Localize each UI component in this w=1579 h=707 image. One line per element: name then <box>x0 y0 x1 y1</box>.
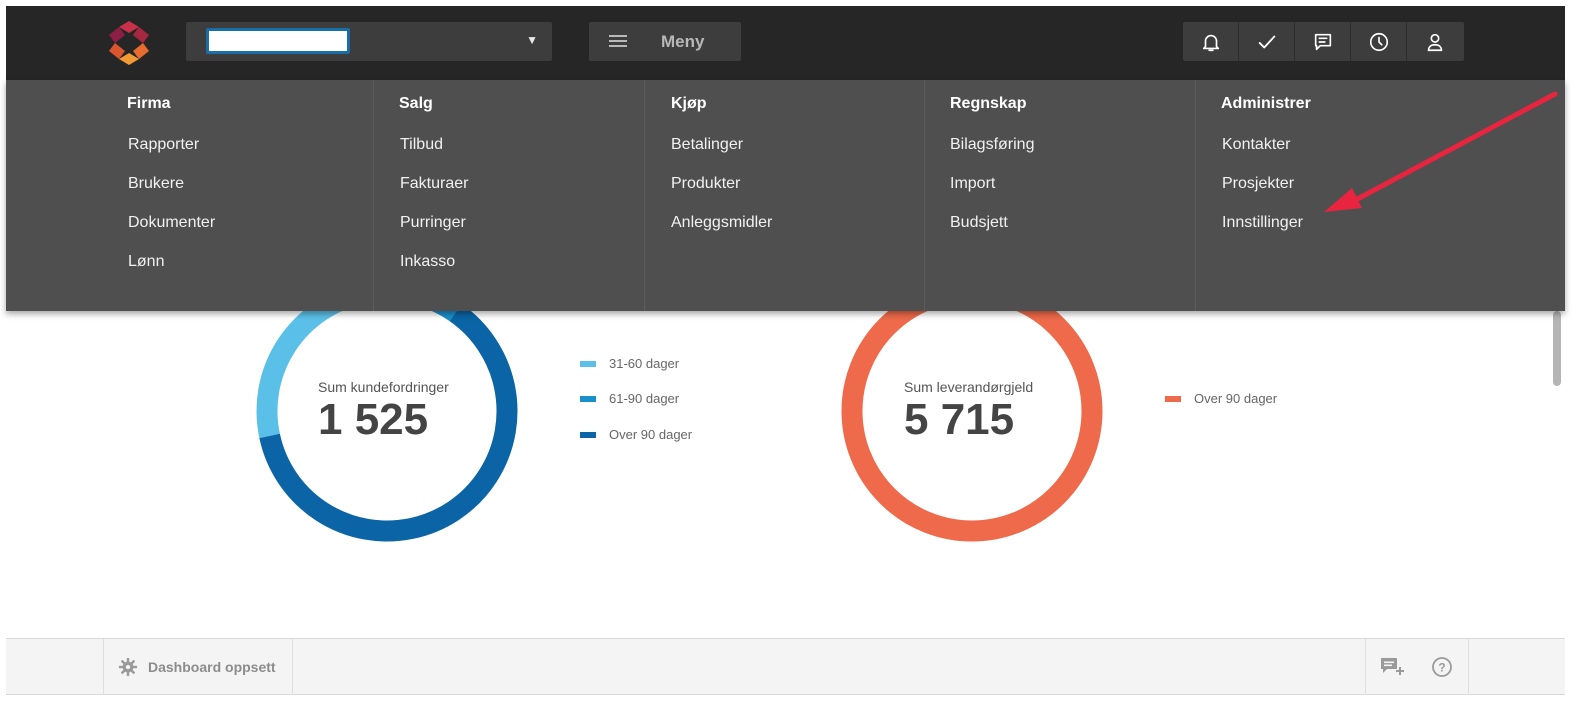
legend-swatch <box>580 360 596 367</box>
menu-item-dokumenter[interactable]: Dokumenter <box>128 214 216 231</box>
menu-column-administrer: Administrer Kontakter Prosjekter Innstil… <box>1195 80 1565 311</box>
legend-swatch <box>1165 395 1181 402</box>
receivables-legend-item: 31-60 dager <box>580 356 679 371</box>
menu-heading-firma: Firma <box>127 95 171 112</box>
top-navigation-bar: ▼ Meny <box>6 6 1565 80</box>
menu-item-tilbud[interactable]: Tilbud <box>400 136 443 153</box>
user-icon <box>1427 33 1443 51</box>
receivables-label: Sum kundefordringer <box>318 379 449 395</box>
company-selector[interactable]: ▼ <box>186 22 552 61</box>
menu-item-inkasso[interactable]: Inkasso <box>400 253 456 270</box>
menu-button-label: Meny <box>661 32 705 51</box>
menu-heading-kjop: Kjøp <box>671 95 707 112</box>
menu-heading-administrer: Administrer <box>1221 95 1311 112</box>
company-name-field[interactable] <box>206 28 350 54</box>
menu-item-innstillinger[interactable]: Innstillinger <box>1222 214 1303 231</box>
dashboard-footer: Dashboard oppsett ? <box>6 638 1565 695</box>
app-logo[interactable] <box>104 18 154 68</box>
legend-swatch <box>580 431 596 438</box>
help-button[interactable]: ? <box>1414 639 1470 695</box>
user-profile-button[interactable] <box>1407 22 1463 61</box>
menu-item-fakturaer[interactable]: Fakturaer <box>400 175 469 192</box>
notifications-button[interactable] <box>1183 22 1239 61</box>
menu-item-rapporter[interactable]: Rapporter <box>128 136 200 153</box>
footer-actions: ? <box>1365 639 1469 695</box>
donut-segment <box>256 280 518 542</box>
history-button[interactable] <box>1351 22 1407 61</box>
menu-item-prosjekter[interactable]: Prosjekter <box>1222 175 1295 192</box>
menu-item-purringer[interactable]: Purringer <box>400 214 466 231</box>
messages-button[interactable] <box>1295 22 1351 61</box>
topbar-actions <box>1183 22 1464 61</box>
receivables-legend-item: Over 90 dager <box>580 427 692 442</box>
menu-column-kjop: Kjøp Betalinger Produkter Anleggsmidler <box>644 80 924 311</box>
legend-swatch <box>580 395 596 402</box>
dashboard-setup-label: Dashboard oppsett <box>148 659 276 675</box>
checkmark-icon <box>1258 35 1275 48</box>
tasks-button[interactable] <box>1239 22 1295 61</box>
legend-label: Over 90 dager <box>1194 391 1278 406</box>
chat-icon <box>1314 33 1331 50</box>
menu-column-firma: Firma Rapporter Brukere Dokumenter Lønn <box>6 80 373 311</box>
dashboard-setup-button[interactable]: Dashboard oppsett <box>103 639 293 695</box>
menu-item-kontakter[interactable]: Kontakter <box>1222 136 1291 153</box>
menu-item-bilagsforing[interactable]: Bilagsføring <box>950 136 1035 153</box>
svg-text:?: ? <box>1438 661 1445 675</box>
main-menu-dropdown: Firma Rapporter Brukere Dokumenter Lønn … <box>6 80 1565 311</box>
menu-item-import[interactable]: Import <box>950 175 996 192</box>
menu-item-anleggsmidler[interactable]: Anleggsmidler <box>671 214 773 231</box>
menu-item-lonn[interactable]: Lønn <box>128 253 165 270</box>
menu-item-betalinger[interactable]: Betalinger <box>671 136 744 153</box>
chevron-down-icon[interactable]: ▼ <box>526 33 538 47</box>
bell-icon <box>1202 34 1219 51</box>
payables-legend-item: Over 90 dager <box>1165 391 1277 406</box>
receivables-legend-item: 61-90 dager <box>580 391 679 406</box>
gear-icon <box>118 657 138 677</box>
legend-label: 31-60 dager <box>609 356 680 371</box>
add-comment-button[interactable] <box>1364 639 1420 695</box>
menu-button[interactable]: Meny <box>589 22 741 61</box>
menu-item-brukere[interactable]: Brukere <box>128 175 185 192</box>
menu-heading-regnskap: Regnskap <box>950 95 1027 112</box>
help-icon: ? <box>1432 657 1452 677</box>
add-comment-icon <box>1381 658 1404 675</box>
page-scrollbar[interactable] <box>1553 311 1561 386</box>
legend-label: 61-90 dager <box>609 391 680 406</box>
payables-value: 5 715 <box>904 395 1015 444</box>
menu-column-salg: Salg Tilbud Fakturaer Purringer Inkasso <box>373 80 644 311</box>
menu-column-regnskap: Regnskap Bilagsføring Import Budsjett <box>924 80 1195 311</box>
menu-item-produkter[interactable]: Produkter <box>671 175 741 192</box>
menu-heading-salg: Salg <box>399 95 433 112</box>
receivables-value: 1 525 <box>318 395 429 444</box>
hamburger-icon <box>609 35 627 47</box>
payables-label: Sum leverandørgjeld <box>904 379 1034 395</box>
menu-item-budsjett[interactable]: Budsjett <box>950 214 1008 231</box>
clock-icon <box>1369 32 1388 51</box>
legend-label: Over 90 dager <box>609 427 693 442</box>
